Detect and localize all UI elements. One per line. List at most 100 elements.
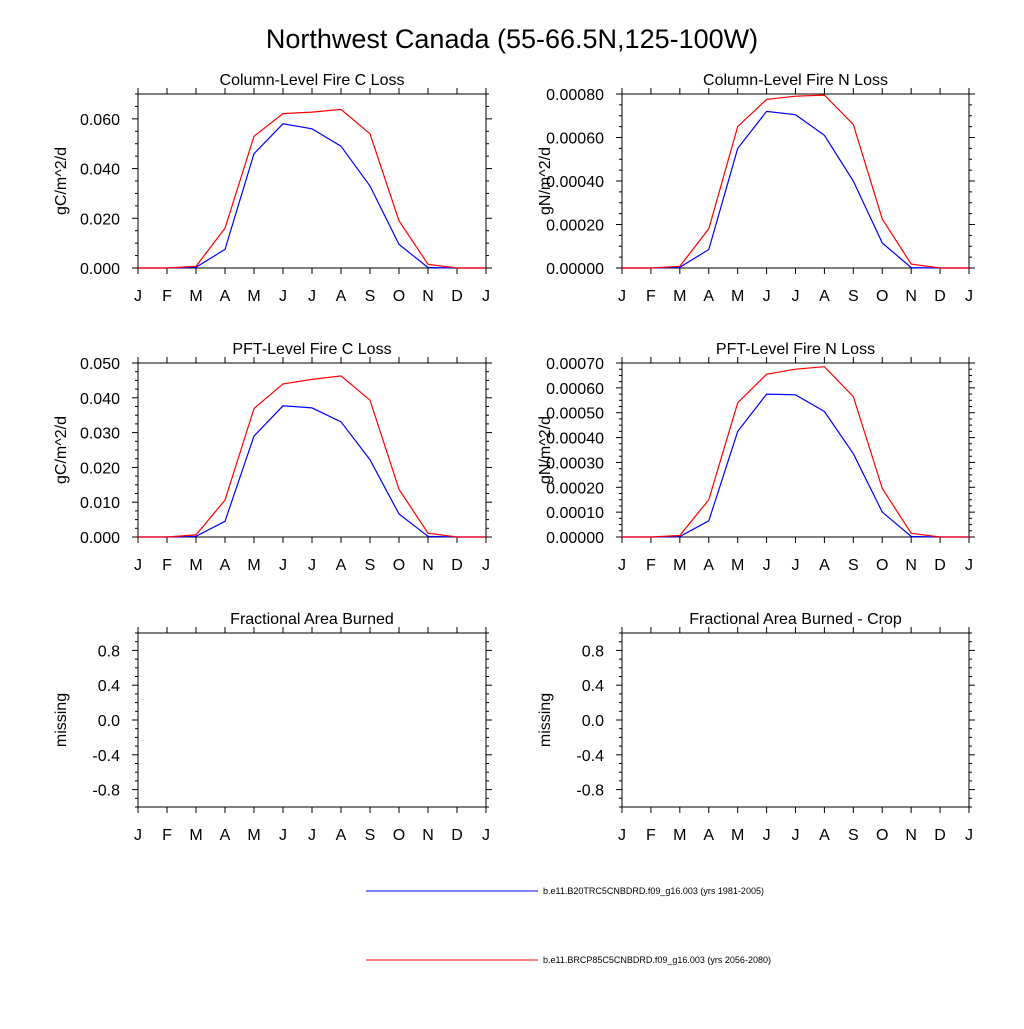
panel-title: Fractional Area Burned - Crop <box>689 611 902 628</box>
y-tick-label: 0.8 <box>582 643 604 660</box>
figure-title: Northwest Canada (55-66.5N,125-100W) <box>266 24 758 54</box>
y-tick-label: 0.00020 <box>546 218 604 235</box>
x-tick-label: J <box>792 557 800 574</box>
x-tick-label: M <box>247 557 260 574</box>
x-tick-label: N <box>422 827 434 844</box>
x-tick-label: A <box>336 827 347 844</box>
x-tick-label: O <box>393 827 405 844</box>
x-tick-label: J <box>308 827 316 844</box>
x-tick-label: A <box>220 288 231 305</box>
y-tick-label: 0.00060 <box>546 131 604 148</box>
x-tick-label: S <box>365 288 376 305</box>
x-tick-label: J <box>965 557 973 574</box>
x-tick-label: J <box>308 557 316 574</box>
legend: b.e11.B20TRC5CNBDRD.f09_g16.003 (yrs 198… <box>366 886 771 965</box>
y-tick-label: 0.0 <box>582 713 604 730</box>
y-tick-label: 0.00050 <box>546 406 604 423</box>
x-tick-label: O <box>393 288 405 305</box>
series-line-1 <box>138 405 486 538</box>
x-tick-label: A <box>703 557 714 574</box>
y-tick-label: 0.00030 <box>546 455 604 472</box>
series-line-1 <box>622 393 969 538</box>
y-tick-label: 0.040 <box>80 162 120 179</box>
y-axis-label: gN/m^2/d <box>537 416 554 484</box>
series-line-1 <box>138 123 486 269</box>
plot-frame <box>137 632 487 808</box>
x-tick-label: F <box>646 827 656 844</box>
x-tick-label: A <box>336 557 347 574</box>
x-tick-label: J <box>134 827 142 844</box>
x-tick-label: O <box>876 557 888 574</box>
x-tick-label: F <box>646 288 656 305</box>
y-tick-label: 0.4 <box>98 678 120 695</box>
x-tick-label: M <box>673 827 686 844</box>
series-line-2 <box>622 94 969 269</box>
x-tick-label: F <box>646 557 656 574</box>
plot-frame <box>137 362 487 538</box>
x-tick-label: J <box>792 288 800 305</box>
x-tick-label: D <box>934 827 946 844</box>
y-tick-label: -0.8 <box>576 783 604 800</box>
y-tick-label: 0.00040 <box>546 431 604 448</box>
x-tick-label: D <box>451 557 463 574</box>
x-tick-label: F <box>162 288 172 305</box>
series-line-1 <box>622 110 969 269</box>
x-tick-label: O <box>876 827 888 844</box>
x-tick-label: O <box>393 557 405 574</box>
x-tick-label: J <box>279 288 287 305</box>
plot-frame <box>621 632 970 808</box>
x-tick-label: M <box>247 827 260 844</box>
y-tick-label: 0.040 <box>80 391 120 408</box>
x-tick-label: M <box>673 557 686 574</box>
panel-title: Fractional Area Burned <box>230 611 394 628</box>
x-tick-label: N <box>905 827 917 844</box>
panel-title: PFT-Level Fire C Loss <box>232 341 391 358</box>
x-tick-label: N <box>905 557 917 574</box>
series-line-2 <box>622 366 969 538</box>
y-axis-label: missing <box>53 693 70 747</box>
y-tick-label: 0.4 <box>582 678 604 695</box>
x-tick-label: D <box>934 557 946 574</box>
x-tick-label: M <box>247 288 260 305</box>
x-tick-label: S <box>848 827 859 844</box>
x-tick-label: J <box>618 557 626 574</box>
x-tick-label: J <box>763 288 771 305</box>
x-tick-label: J <box>279 557 287 574</box>
y-axis-label: gN/m^2/d <box>537 147 554 215</box>
x-tick-label: J <box>763 827 771 844</box>
x-tick-label: J <box>134 288 142 305</box>
y-axis-label: gC/m^2/d <box>53 416 70 484</box>
x-tick-label: J <box>482 557 490 574</box>
plot-frame <box>621 362 970 538</box>
x-tick-label: A <box>703 827 714 844</box>
series-line-2 <box>138 375 486 538</box>
x-tick-label: S <box>848 288 859 305</box>
x-tick-label: S <box>848 557 859 574</box>
y-tick-label: 0.020 <box>80 211 120 228</box>
y-tick-label: 0.00000 <box>546 261 604 278</box>
legend-label-series-2: b.e11.BRCP85C5CNBDRD.f09_g16.003 (yrs 20… <box>543 955 771 965</box>
plot-frame <box>137 93 487 269</box>
x-tick-label: D <box>934 288 946 305</box>
x-tick-label: O <box>876 288 888 305</box>
x-tick-label: A <box>220 557 231 574</box>
x-tick-label: J <box>279 827 287 844</box>
x-tick-label: J <box>482 288 490 305</box>
y-tick-label: -0.4 <box>576 748 604 765</box>
x-tick-label: A <box>220 827 231 844</box>
y-tick-label: 0.00080 <box>546 87 604 104</box>
x-tick-label: D <box>451 288 463 305</box>
y-tick-label: 0.000 <box>80 261 120 278</box>
x-tick-label: J <box>482 827 490 844</box>
x-tick-label: M <box>189 288 202 305</box>
x-tick-label: M <box>189 557 202 574</box>
x-tick-label: S <box>365 557 376 574</box>
x-tick-label: N <box>422 288 434 305</box>
x-tick-label: J <box>763 557 771 574</box>
